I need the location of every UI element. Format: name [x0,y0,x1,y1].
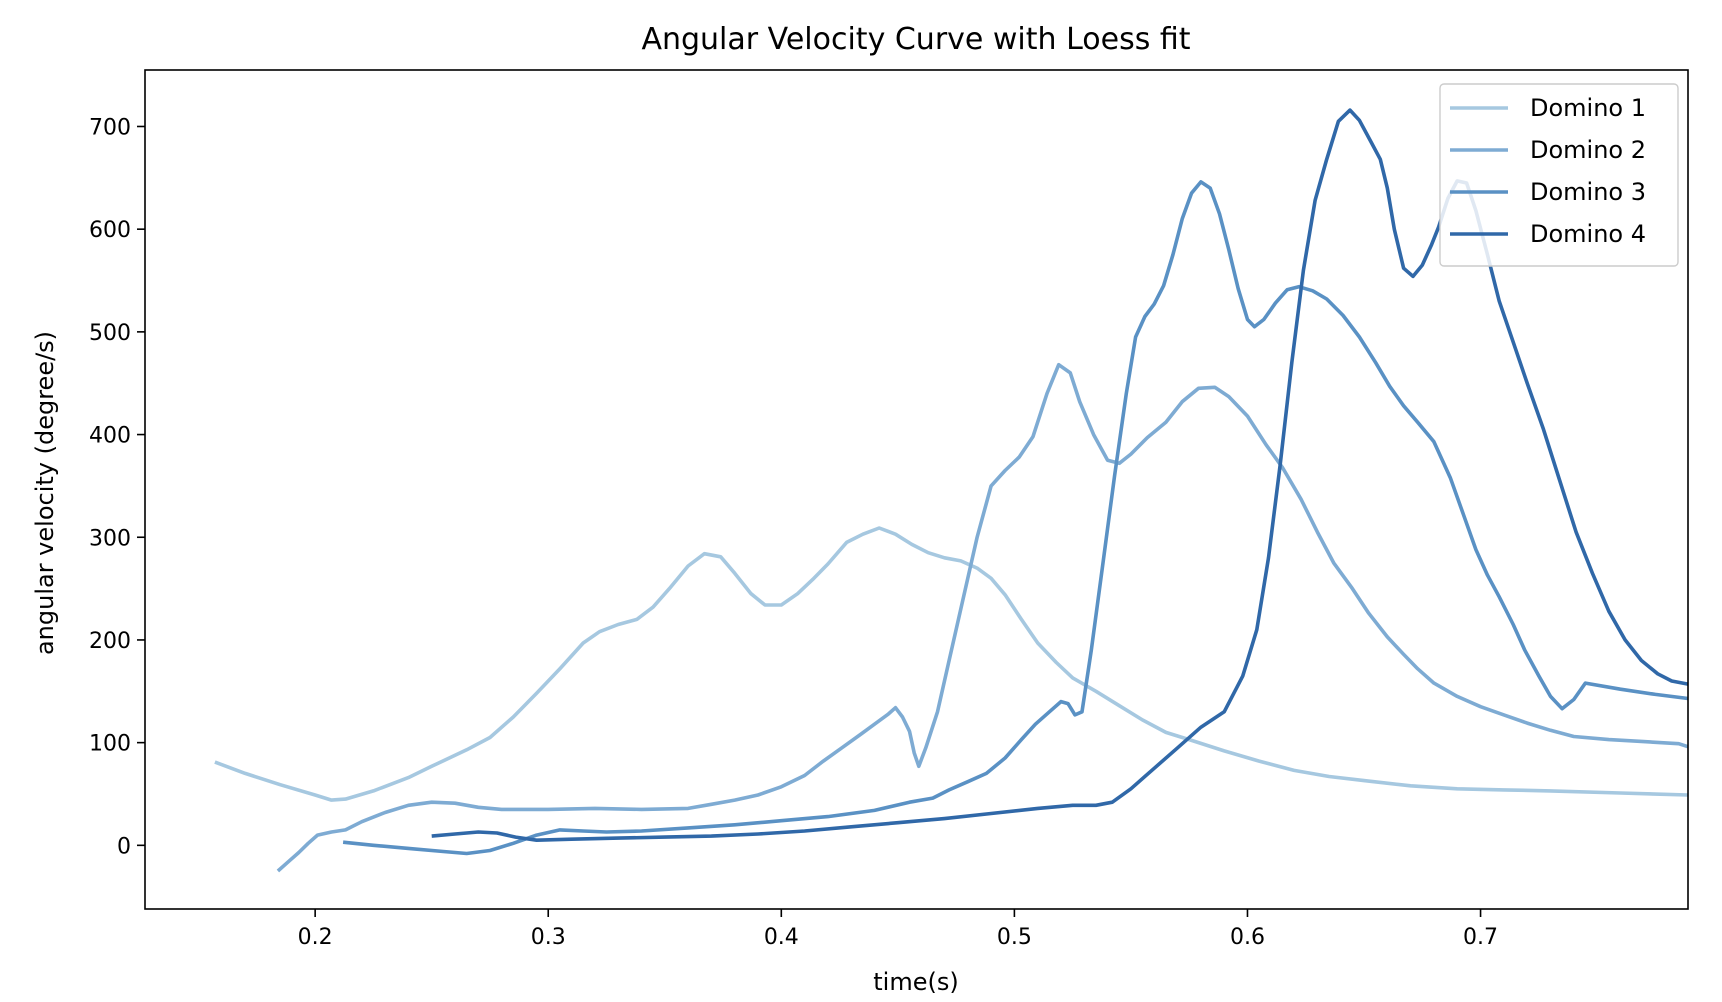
y-tick-label: 300 [89,526,131,551]
y-tick-label: 0 [117,834,131,859]
y-axis: 0 100 200 300 400 500 600 700 [89,115,145,859]
y-axis-label: angular velocity (degree/s) [31,331,59,655]
y-tick-label: 200 [89,629,131,654]
y-tick-label: 500 [89,321,131,346]
legend-label-domino-2: Domino 2 [1530,136,1646,164]
plot-area [144,69,1689,910]
legend-box [1439,83,1679,267]
series-line-domino-4 [431,108,1689,842]
x-tick-label: 0.2 [298,925,333,950]
y-tick-label: 100 [89,732,131,757]
plot-frame [144,69,1689,910]
series-line-domino-2 [276,362,1689,873]
legend-label-domino-4: Domino 4 [1530,220,1646,248]
chart-title: Angular Velocity Curve with Loess fit [641,22,1190,57]
y-tick-label: 700 [89,115,131,140]
x-tick-label: 0.7 [1463,925,1498,950]
x-tick-label: 0.5 [997,925,1032,950]
series-line-domino-1 [214,526,1689,802]
legend: Domino 1 Domino 2 Domino 3 Domino 4 [1439,83,1679,267]
y-tick-label: 400 [89,424,131,449]
y-tick-label: 600 [89,218,131,243]
x-axis: 0.2 0.3 0.4 0.5 0.6 0.7 [298,909,1498,950]
x-tick-label: 0.4 [764,925,799,950]
series-line-domino-3 [342,180,1689,856]
x-tick-label: 0.6 [1230,925,1265,950]
x-axis-label: time(s) [873,968,958,996]
legend-label-domino-3: Domino 3 [1530,178,1646,206]
legend-label-domino-1: Domino 1 [1530,94,1646,122]
x-tick-label: 0.3 [531,925,566,950]
